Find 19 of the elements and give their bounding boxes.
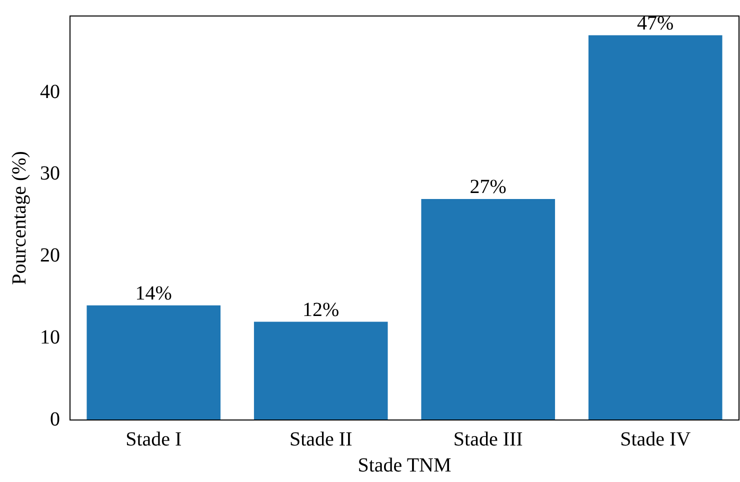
data-label: 27% bbox=[470, 176, 506, 198]
bar bbox=[86, 305, 221, 420]
bar bbox=[588, 35, 722, 420]
x-tick-label: Stade III bbox=[453, 428, 523, 450]
y-tick-label: 20 bbox=[40, 244, 60, 267]
x-tick-label: Stade IV bbox=[620, 428, 692, 450]
x-tick-label: Stade I bbox=[126, 428, 182, 450]
y-axis-title: Pourcentage (%) bbox=[8, 151, 30, 285]
data-label: 12% bbox=[302, 299, 340, 322]
y-tick-label: 0 bbox=[50, 408, 60, 430]
bar bbox=[421, 198, 556, 420]
x-tick-label: Stade II bbox=[289, 428, 352, 450]
y-tick-label: 40 bbox=[40, 80, 60, 103]
bar bbox=[254, 322, 388, 420]
data-label: 14% bbox=[135, 282, 172, 305]
y-tick-label: 10 bbox=[40, 326, 60, 348]
data-label: 47% bbox=[637, 12, 674, 34]
y-tick-label: 30 bbox=[40, 162, 60, 185]
x-axis-title: Stade TNM bbox=[358, 454, 452, 476]
